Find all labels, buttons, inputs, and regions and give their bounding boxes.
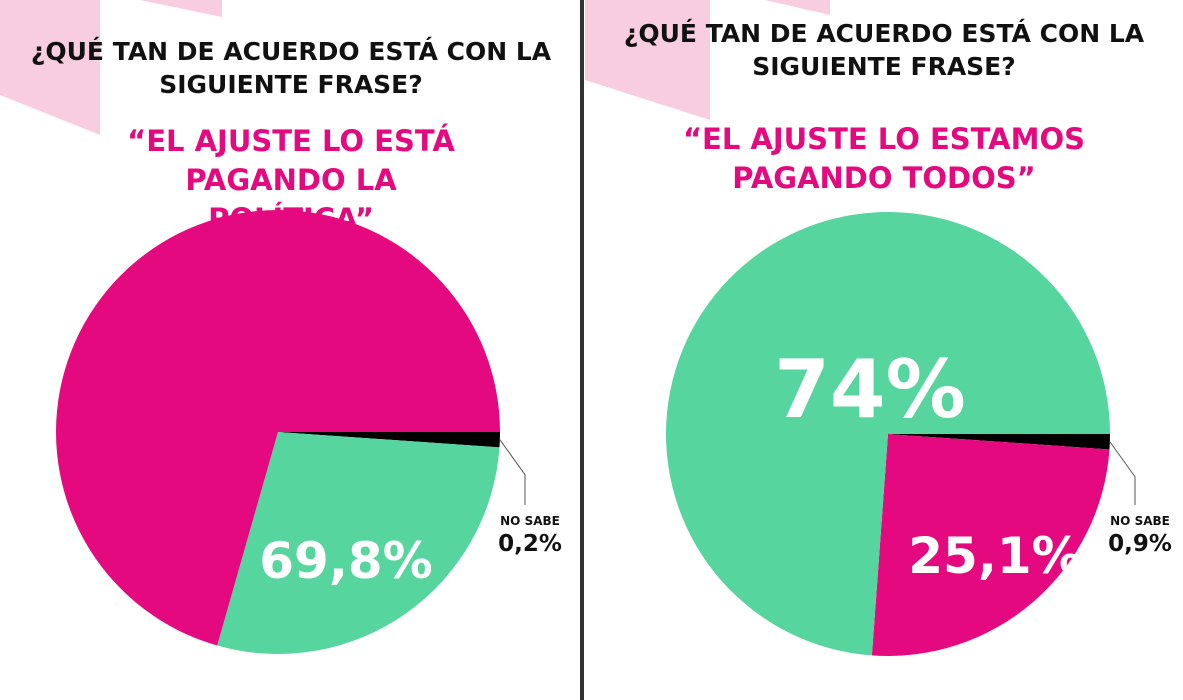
right-chart-panel: ¿QUÉ TAN DE ACUERDO ESTÁ CON LA SIGUIENT… <box>585 0 1183 700</box>
slice-label: NO SABE <box>1110 514 1170 528</box>
phrase-title: “EL AJUSTE LO ESTAMOS PAGANDO TODOS” <box>682 122 1086 195</box>
slice-value-label: 0,9% <box>1108 531 1172 557</box>
decorative-shape <box>0 0 222 135</box>
slice-value-label: 0,2% <box>498 531 562 557</box>
left-chart-panel: ¿QUÉ TAN DE ACUERDO ESTÁ CON LA SIGUIENT… <box>0 0 582 700</box>
decorative-shape <box>585 0 830 120</box>
leader-line <box>499 439 526 505</box>
leader-line <box>1109 441 1136 505</box>
pie-chart: NO SABE 0,9% 25,1% 74% <box>666 211 1172 656</box>
slice-value-label: 25,1% <box>908 527 1081 585</box>
question-text: ¿QUÉ TAN DE ACUERDO ESTÁ CON LA SIGUIENT… <box>30 37 552 99</box>
pie-slice <box>278 432 500 448</box>
question-text: ¿QUÉ TAN DE ACUERDO ESTÁ CON LA SIGUIENT… <box>623 19 1145 81</box>
slice-value-label: 69,8% <box>259 532 432 590</box>
slice-label: NO SABE <box>500 514 560 528</box>
pie-slice <box>56 209 501 646</box>
pie-slice <box>217 432 500 654</box>
pie-slice <box>888 434 1110 450</box>
slice-value-label: 74% <box>774 343 965 436</box>
pie-slice <box>871 434 1110 656</box>
pie-slice <box>666 211 1110 656</box>
phrase-title: “EL AJUSTE LO ESTÁ PAGANDO LA POLÍTICA” <box>127 124 455 236</box>
divider <box>580 0 584 700</box>
